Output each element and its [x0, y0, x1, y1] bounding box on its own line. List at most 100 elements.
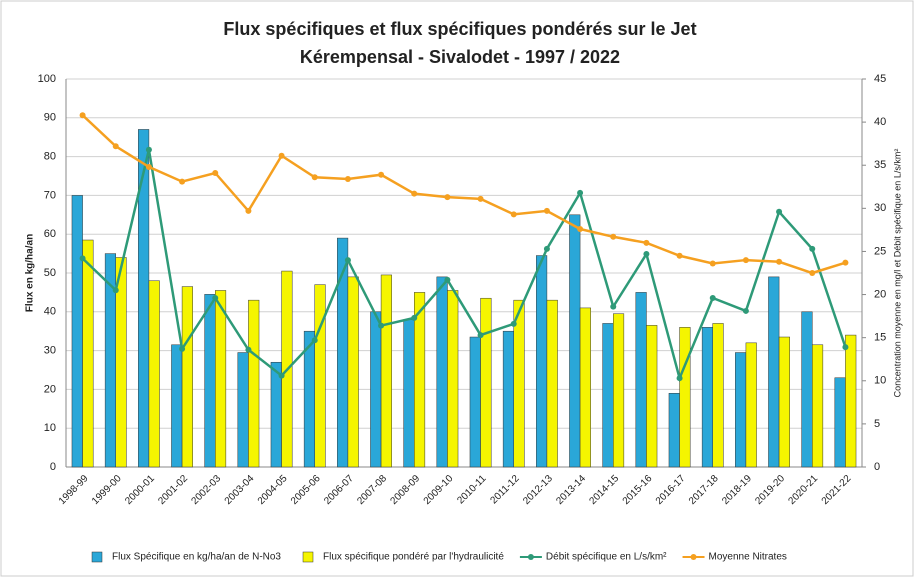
- point: [643, 239, 650, 246]
- y-tick-label: 80: [44, 151, 56, 163]
- y-tick-label: 30: [44, 345, 56, 357]
- point: [245, 346, 252, 353]
- bar: [71, 195, 83, 468]
- y-axis-label: Flux en kg/ha/an: [25, 234, 36, 312]
- bar: [347, 276, 359, 468]
- y2-tick-label: 5: [874, 418, 880, 430]
- bar: [469, 336, 481, 468]
- y2-tick-label: 20: [874, 288, 886, 300]
- bar: [480, 297, 492, 468]
- point: [179, 345, 186, 352]
- legend-label: Moyenne Nitrates: [709, 552, 787, 563]
- bar: [171, 344, 183, 468]
- bar: [812, 344, 824, 468]
- point: [311, 174, 318, 181]
- y2-tick-label: 40: [874, 116, 886, 128]
- line: [81, 114, 846, 275]
- y-tick-label: 0: [50, 461, 56, 473]
- bar: [602, 323, 614, 468]
- bar: [579, 307, 591, 468]
- bar: [403, 319, 415, 468]
- bar: [646, 325, 658, 468]
- bar: [546, 299, 558, 468]
- point: [577, 226, 584, 233]
- point: [278, 152, 285, 159]
- legend-swatch: [302, 551, 314, 563]
- bar: [613, 313, 625, 468]
- point: [344, 257, 351, 264]
- point: [577, 189, 584, 196]
- bar: [569, 214, 581, 468]
- y-tick-label: 90: [44, 112, 56, 124]
- point: [809, 270, 816, 276]
- point: [245, 207, 252, 214]
- legend-swatch: [91, 551, 103, 563]
- bar: [380, 274, 392, 468]
- line: [81, 149, 847, 383]
- bar: [701, 327, 713, 468]
- point: [676, 375, 683, 382]
- point: [809, 245, 816, 252]
- point: [543, 207, 550, 214]
- point: [112, 143, 119, 150]
- bar: [314, 284, 326, 468]
- point: [344, 176, 351, 183]
- point: [709, 260, 716, 267]
- point: [145, 163, 152, 170]
- y-tick-label: 50: [44, 267, 56, 279]
- y-tick-label: 60: [44, 228, 56, 240]
- y-tick-label: 20: [44, 383, 56, 395]
- legend-label: Flux spécifique pondéré par l'hydraulici…: [323, 552, 504, 563]
- bar: [138, 129, 150, 468]
- point: [510, 320, 517, 327]
- point: [378, 322, 385, 329]
- point: [145, 146, 152, 153]
- legend-swatch: [690, 554, 697, 560]
- point: [444, 194, 451, 201]
- legend-swatch: [527, 554, 534, 560]
- point: [610, 303, 617, 310]
- bar: [513, 299, 525, 468]
- point: [278, 372, 285, 379]
- y-tick-label: 40: [44, 306, 56, 318]
- y2-tick-label: 30: [874, 202, 886, 214]
- point: [643, 251, 650, 258]
- bar: [248, 299, 260, 468]
- y2-tick-label: 10: [874, 375, 886, 387]
- point: [477, 195, 484, 202]
- bar: [536, 255, 548, 468]
- point: [112, 287, 119, 294]
- point: [543, 245, 550, 252]
- bar: [845, 334, 857, 468]
- point: [411, 190, 418, 197]
- point: [477, 332, 484, 339]
- y2-tick-label: 15: [874, 332, 886, 344]
- y-tick-label: 10: [44, 422, 56, 434]
- bar: [778, 336, 790, 468]
- point: [79, 255, 86, 262]
- bar: [679, 327, 691, 468]
- y2-tick-label: 45: [874, 73, 886, 85]
- bar: [237, 352, 249, 468]
- point: [179, 178, 186, 185]
- point: [510, 211, 517, 218]
- bar: [735, 352, 747, 468]
- bar: [745, 342, 757, 468]
- bar: [181, 286, 193, 468]
- bar: [204, 294, 216, 468]
- bar: [148, 280, 160, 468]
- bar: [834, 377, 846, 468]
- point: [378, 171, 385, 178]
- y2-tick-label: 0: [874, 461, 880, 473]
- point: [842, 259, 849, 266]
- bar: [712, 323, 724, 468]
- point: [842, 344, 849, 351]
- legend-label: Débit spécifique en L/s/km²: [546, 552, 667, 563]
- bar: [447, 290, 459, 468]
- legend-label: Flux Spécifique en kg/ha/an de N-No3: [112, 552, 281, 563]
- bar: [668, 393, 680, 468]
- point: [212, 295, 219, 302]
- y-tick-label: 70: [44, 189, 56, 201]
- point: [411, 314, 418, 321]
